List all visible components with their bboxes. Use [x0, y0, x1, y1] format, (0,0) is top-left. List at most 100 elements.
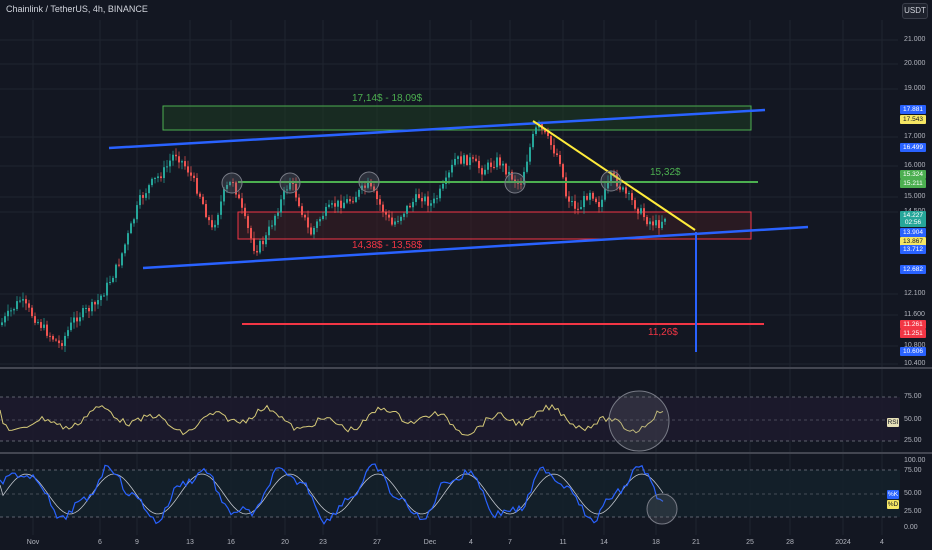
- candle-body: [466, 155, 468, 165]
- candle-body: [580, 207, 582, 209]
- stoch-tick: 0.00: [904, 524, 918, 531]
- candle-body: [421, 198, 423, 202]
- candle-body: [280, 199, 282, 213]
- candle-body: [409, 205, 411, 208]
- candle-body: [544, 129, 546, 133]
- candle-body: [376, 191, 378, 200]
- candle-body: [127, 233, 129, 245]
- candle-body: [136, 205, 138, 220]
- candle-body: [25, 299, 27, 304]
- candle-body: [355, 196, 357, 202]
- candle-body: [205, 204, 207, 218]
- candle-body: [592, 192, 594, 199]
- candle-body: [337, 200, 339, 207]
- candle-body: [181, 161, 183, 163]
- candle-body: [499, 157, 501, 166]
- candle-body: [109, 281, 111, 283]
- candle-body: [331, 203, 333, 205]
- candle-body: [166, 166, 168, 168]
- pane-separator[interactable]: [0, 452, 932, 454]
- candle-body: [163, 167, 165, 179]
- candle-body: [139, 195, 141, 206]
- resistance-zone-label: 17,14$ - 18,09$: [352, 93, 423, 104]
- candle-body: [52, 336, 54, 340]
- time-tick: 9: [135, 539, 139, 546]
- time-tick: 28: [786, 539, 794, 546]
- candle-body: [412, 201, 414, 208]
- price-badge: 02:56: [900, 218, 926, 227]
- stoch-tick: 75.00: [904, 467, 922, 474]
- candle-body: [100, 295, 102, 301]
- stoch-highlight-circle: [646, 493, 678, 525]
- candle-body: [46, 324, 48, 336]
- candle-body: [595, 198, 597, 202]
- price-badge: 16.499: [900, 143, 926, 152]
- candle-body: [157, 176, 159, 179]
- price-badge: 13.904: [900, 228, 926, 237]
- candle-body: [151, 178, 153, 186]
- candle-body: [34, 316, 36, 323]
- candle-body: [13, 309, 15, 311]
- pivot-circle: [279, 172, 301, 194]
- candle-body: [361, 185, 363, 190]
- candle-body: [169, 160, 171, 167]
- candle-body: [448, 172, 450, 178]
- candle-body: [7, 310, 9, 317]
- candle-body: [403, 213, 405, 217]
- price-tick: 11.600: [904, 311, 925, 318]
- candle-body: [508, 171, 510, 175]
- candle-body: [190, 172, 192, 176]
- candle-body: [307, 217, 309, 228]
- price-tick: 21.000: [904, 36, 926, 43]
- currency-button[interactable]: USDT: [902, 3, 928, 19]
- candle-body: [322, 215, 324, 220]
- candle-body: [298, 197, 300, 207]
- time-tick: 20: [281, 539, 289, 546]
- candle-body: [535, 127, 537, 134]
- candle-body: [319, 219, 321, 222]
- time-tick: 21: [692, 539, 700, 546]
- candle-body: [457, 156, 459, 159]
- price-tick: 10.400: [904, 360, 926, 367]
- upper-channel-line: [108, 108, 766, 150]
- stoch-k-badge: %K: [887, 490, 899, 499]
- candle-body: [439, 188, 441, 199]
- price-badge: 10.606: [900, 347, 926, 356]
- candle-body: [628, 193, 630, 195]
- candle-body: [211, 220, 213, 228]
- candle-body: [625, 187, 627, 194]
- price-tick: 12.100: [904, 290, 926, 297]
- candle-body: [232, 182, 234, 184]
- price-badge: 17.543: [900, 115, 926, 124]
- candle-body: [469, 157, 471, 165]
- rsi-badge: RSI: [887, 418, 899, 427]
- time-tick: 25: [746, 539, 754, 546]
- candle-body: [565, 177, 567, 197]
- candle-body: [370, 180, 372, 187]
- candle-body: [229, 182, 231, 186]
- candle-body: [391, 217, 393, 225]
- candle-body: [145, 193, 147, 198]
- candle-body: [349, 199, 351, 202]
- candle-body: [313, 227, 315, 235]
- candle-body: [265, 235, 267, 245]
- candle-body: [532, 133, 534, 148]
- candle-body: [487, 162, 489, 170]
- candle-body: [268, 226, 270, 236]
- support-zone-label: 14,38$ - 13,58$: [352, 240, 423, 251]
- candle-body: [637, 208, 639, 214]
- candle-body: [277, 212, 279, 216]
- candle-body: [436, 198, 438, 200]
- candle-body: [655, 220, 657, 226]
- candle-body: [115, 264, 117, 278]
- candle-body: [454, 158, 456, 165]
- candle-body: [574, 201, 576, 209]
- rsi-line: [0, 403, 664, 436]
- candle-body: [1, 322, 3, 325]
- pane-separator[interactable]: [0, 367, 932, 369]
- candle-body: [235, 182, 237, 195]
- candle-body: [43, 324, 45, 328]
- candle-body: [73, 317, 75, 323]
- candle-body: [118, 264, 120, 266]
